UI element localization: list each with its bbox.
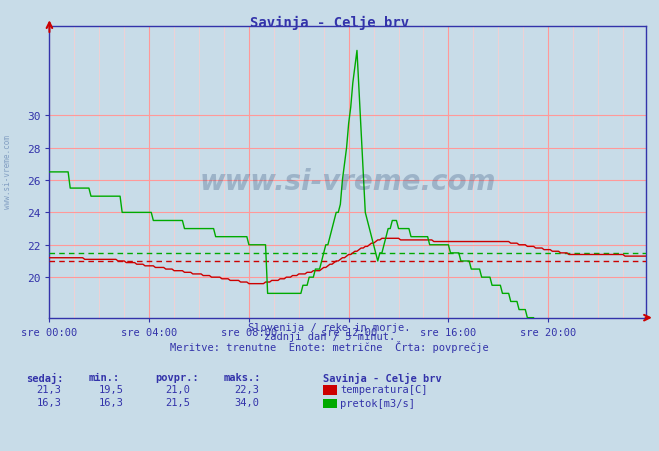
Text: 16,3: 16,3	[36, 397, 61, 407]
Text: zadnji dan / 5 minut.: zadnji dan / 5 minut.	[264, 331, 395, 341]
Text: povpr.:: povpr.:	[155, 372, 198, 382]
Text: pretok[m3/s]: pretok[m3/s]	[340, 398, 415, 408]
Text: www.si-vreme.com: www.si-vreme.com	[3, 134, 13, 208]
Text: 16,3: 16,3	[99, 397, 124, 407]
Text: 22,3: 22,3	[234, 384, 259, 394]
Text: Savinja - Celje brv: Savinja - Celje brv	[250, 16, 409, 30]
Text: www.si-vreme.com: www.si-vreme.com	[200, 167, 496, 195]
Text: min.:: min.:	[89, 372, 120, 382]
Text: 21,3: 21,3	[36, 384, 61, 394]
Text: 21,0: 21,0	[165, 384, 190, 394]
Text: sedaj:: sedaj:	[26, 372, 64, 383]
Text: maks.:: maks.:	[224, 372, 262, 382]
Text: Savinja - Celje brv: Savinja - Celje brv	[323, 372, 442, 383]
Text: 19,5: 19,5	[99, 384, 124, 394]
Text: Meritve: trenutne  Enote: metrične  Črta: povprečje: Meritve: trenutne Enote: metrične Črta: …	[170, 341, 489, 353]
Text: temperatura[C]: temperatura[C]	[340, 384, 428, 394]
Text: 21,5: 21,5	[165, 397, 190, 407]
Text: Slovenija / reke in morje.: Slovenija / reke in morje.	[248, 322, 411, 332]
Text: 34,0: 34,0	[234, 397, 259, 407]
